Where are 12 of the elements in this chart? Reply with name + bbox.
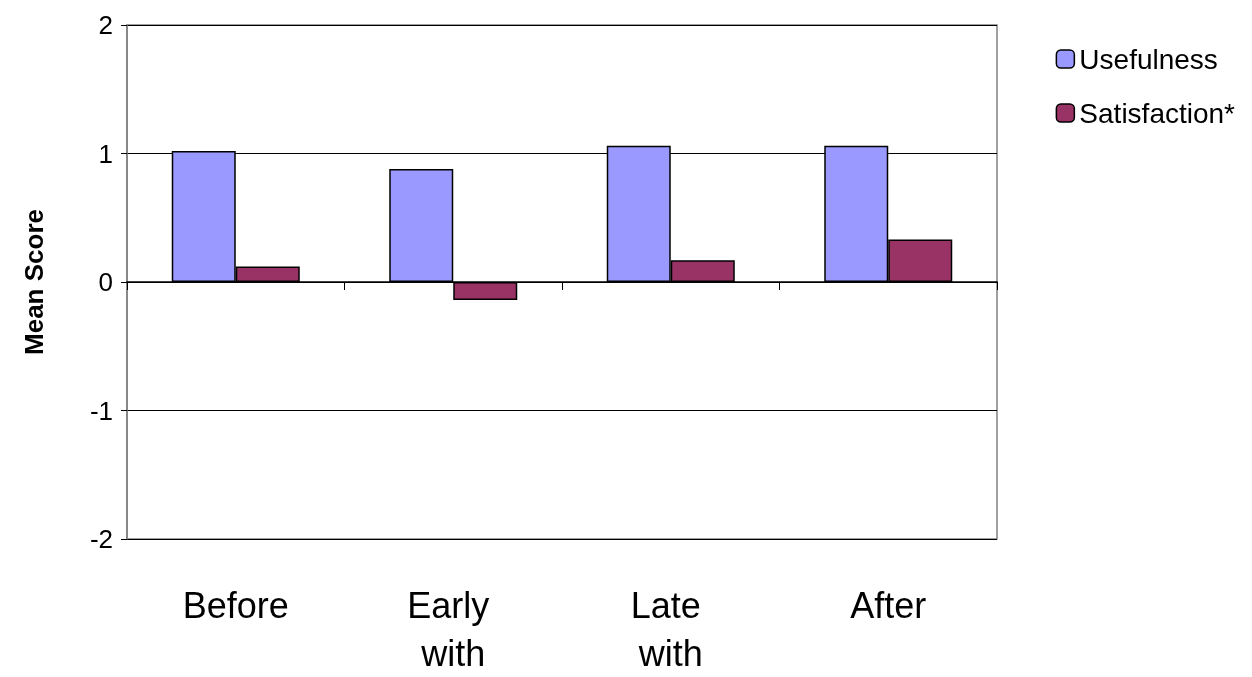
legend-label: Satisfaction*: [1079, 97, 1236, 129]
legend-label: Usefulness: [1079, 43, 1218, 75]
y-tick-label: -2: [89, 524, 113, 554]
y-tick-label: -1: [89, 395, 113, 426]
y-tick-label: 2: [98, 10, 113, 40]
x-tick-label: Before: [182, 584, 289, 626]
x-tick-label: Early with: [407, 584, 500, 674]
x-tick-label: Late with: [630, 584, 711, 674]
y-tick-label: 1: [98, 138, 113, 169]
y-axis-title: Mean Score: [19, 209, 49, 355]
y-tick-label: 0: [98, 267, 113, 297]
x-tick-label: After: [850, 584, 927, 626]
